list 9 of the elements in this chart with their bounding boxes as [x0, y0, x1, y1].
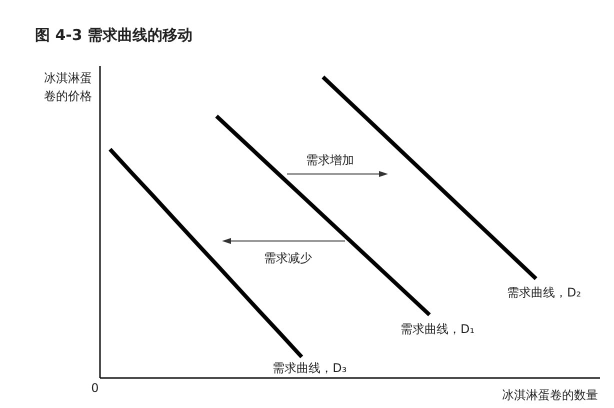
annotation: 需求增加	[306, 153, 354, 167]
series-label: 需求曲线，D₂	[506, 286, 582, 300]
series-label: 需求曲线，D₃	[272, 361, 347, 375]
x-axis-title: 冰淇淋蛋卷的数量	[502, 388, 598, 402]
annotation: 需求减少	[264, 251, 312, 265]
y-axis-title: 冰淇淋蛋卷的价格	[44, 71, 92, 103]
text: 0	[91, 381, 99, 395]
series-label: 需求曲线，D₁	[400, 322, 475, 336]
chart-title: 图 4-3 需求曲线的移动	[35, 26, 193, 44]
